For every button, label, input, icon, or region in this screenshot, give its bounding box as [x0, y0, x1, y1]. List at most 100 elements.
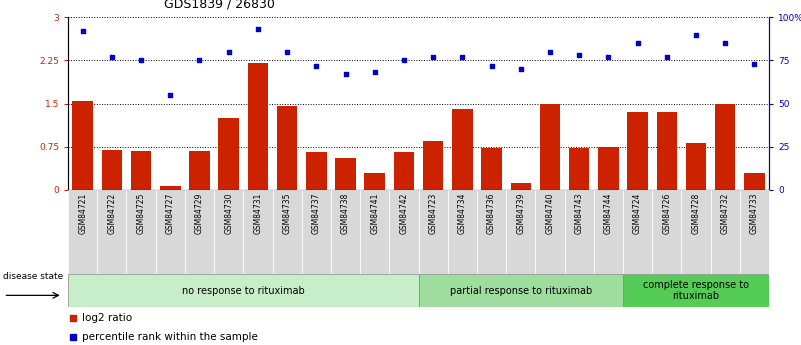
Bar: [360, 190, 389, 274]
Bar: [364, 172, 385, 190]
Bar: [219, 118, 239, 190]
Bar: [68, 274, 418, 307]
Text: GSM84738: GSM84738: [341, 192, 350, 234]
Bar: [623, 190, 652, 274]
Text: partial response to rituximab: partial response to rituximab: [449, 286, 592, 296]
Bar: [594, 190, 623, 274]
Bar: [682, 190, 710, 274]
Bar: [510, 183, 531, 190]
Bar: [277, 106, 297, 190]
Bar: [627, 112, 648, 190]
Point: [76, 28, 89, 34]
Point: [690, 32, 702, 37]
Bar: [336, 158, 356, 190]
Point: [602, 54, 614, 60]
Bar: [160, 186, 180, 190]
Bar: [418, 190, 448, 274]
Text: no response to rituximab: no response to rituximab: [182, 286, 304, 296]
Bar: [189, 151, 210, 190]
Point: [660, 54, 673, 60]
Text: GSM84742: GSM84742: [400, 192, 409, 234]
Text: GSM84736: GSM84736: [487, 192, 496, 234]
Point: [368, 70, 381, 75]
Point: [748, 61, 761, 67]
Point: [397, 58, 410, 63]
Point: [223, 49, 235, 55]
Bar: [418, 274, 623, 307]
Bar: [97, 190, 127, 274]
Point: [427, 54, 440, 60]
Text: GSM84726: GSM84726: [662, 192, 671, 234]
Text: disease state: disease state: [3, 272, 63, 281]
Text: GSM84740: GSM84740: [545, 192, 554, 234]
Text: GSM84730: GSM84730: [224, 192, 233, 234]
Text: GSM84723: GSM84723: [429, 192, 437, 234]
Text: GSM84724: GSM84724: [633, 192, 642, 234]
Bar: [185, 190, 214, 274]
Bar: [306, 152, 327, 190]
Point: [456, 54, 469, 60]
Point: [573, 52, 586, 58]
Bar: [302, 190, 331, 274]
Point: [135, 58, 147, 63]
Text: GDS1839 / 26830: GDS1839 / 26830: [164, 0, 275, 10]
Bar: [72, 101, 93, 190]
Point: [164, 92, 177, 98]
Point: [106, 54, 119, 60]
Text: complete response to
rituximab: complete response to rituximab: [643, 280, 749, 302]
Bar: [744, 172, 765, 190]
Text: GSM84735: GSM84735: [283, 192, 292, 234]
Point: [718, 40, 731, 46]
Text: GSM84741: GSM84741: [370, 192, 379, 234]
Point: [310, 63, 323, 68]
Point: [631, 40, 644, 46]
Bar: [481, 148, 501, 190]
Text: GSM84732: GSM84732: [721, 192, 730, 234]
Text: GSM84733: GSM84733: [750, 192, 759, 234]
Bar: [389, 190, 418, 274]
Bar: [394, 152, 414, 190]
Point: [339, 71, 352, 77]
Bar: [248, 63, 268, 190]
Bar: [506, 190, 535, 274]
Bar: [740, 190, 769, 274]
Bar: [657, 112, 677, 190]
Bar: [448, 190, 477, 274]
Text: GSM84721: GSM84721: [78, 192, 87, 234]
Text: GSM84743: GSM84743: [574, 192, 584, 234]
Bar: [423, 141, 443, 190]
Text: GSM84722: GSM84722: [107, 192, 116, 234]
Bar: [623, 274, 769, 307]
Text: GSM84734: GSM84734: [458, 192, 467, 234]
Bar: [68, 190, 97, 274]
Point: [544, 49, 557, 55]
Text: GSM84725: GSM84725: [137, 192, 146, 234]
Bar: [710, 190, 740, 274]
Bar: [715, 104, 735, 190]
Point: [252, 27, 264, 32]
Text: GSM84739: GSM84739: [516, 192, 525, 234]
Point: [280, 49, 293, 55]
Text: GSM84744: GSM84744: [604, 192, 613, 234]
Bar: [127, 190, 155, 274]
Bar: [540, 104, 560, 190]
Text: percentile rank within the sample: percentile rank within the sample: [83, 332, 258, 342]
Bar: [452, 109, 473, 190]
Bar: [155, 190, 185, 274]
Bar: [598, 147, 618, 190]
Text: GSM84729: GSM84729: [195, 192, 204, 234]
Text: log2 ratio: log2 ratio: [83, 313, 132, 323]
Bar: [535, 190, 565, 274]
Point: [193, 58, 206, 63]
Bar: [131, 151, 151, 190]
Bar: [331, 190, 360, 274]
Bar: [569, 148, 590, 190]
Bar: [272, 190, 302, 274]
Text: GSM84737: GSM84737: [312, 192, 321, 234]
Bar: [686, 142, 706, 190]
Point: [485, 63, 498, 68]
Bar: [652, 190, 682, 274]
Text: GSM84731: GSM84731: [253, 192, 263, 234]
Bar: [477, 190, 506, 274]
Text: GSM84728: GSM84728: [691, 192, 700, 234]
